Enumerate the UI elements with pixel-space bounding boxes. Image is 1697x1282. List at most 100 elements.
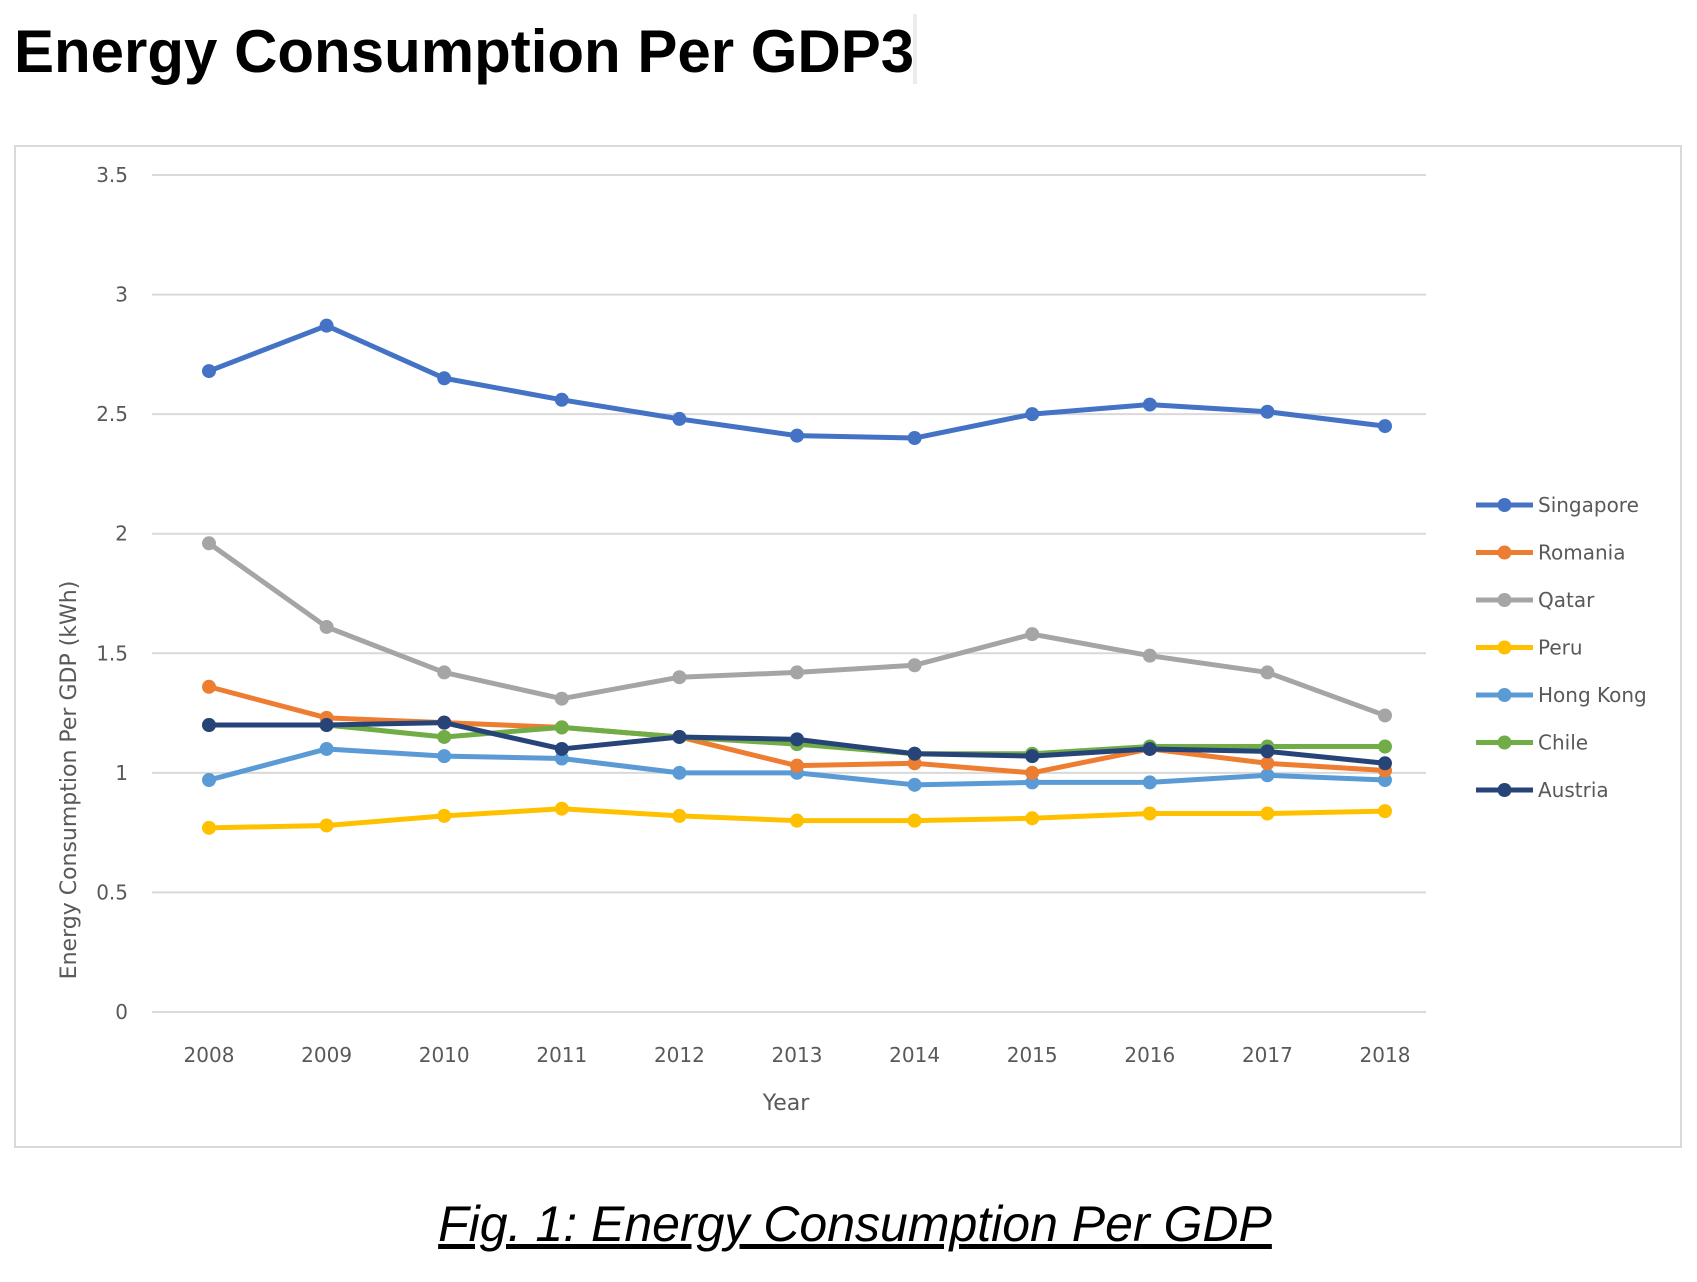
data-point-hong-kong xyxy=(907,777,922,792)
data-point-qatar xyxy=(1142,648,1157,663)
page-heading: Energy Consumption Per GDP3 xyxy=(14,18,915,85)
data-point-austria xyxy=(437,715,452,730)
data-point-peru xyxy=(1378,804,1392,819)
data-point-austria xyxy=(1025,749,1040,764)
data-point-hong-kong xyxy=(202,773,216,788)
data-point-chile xyxy=(1378,739,1392,754)
y-tick-label: 1 xyxy=(115,761,128,785)
series-singapore xyxy=(202,318,1392,446)
data-point-hong-kong xyxy=(437,749,452,764)
data-point-peru xyxy=(437,808,452,823)
data-point-peru xyxy=(202,820,216,835)
legend-item: Hong Kong xyxy=(1476,683,1647,707)
data-point-singapore xyxy=(319,318,334,333)
data-point-austria xyxy=(1260,744,1275,759)
x-tick-label: 2009 xyxy=(301,1043,352,1067)
legend-item: Qatar xyxy=(1476,588,1595,612)
x-axis-label: Year xyxy=(762,1091,811,1116)
series-line-singapore xyxy=(206,323,1388,441)
data-point-hong-kong xyxy=(1378,773,1392,788)
x-tick-label: 2015 xyxy=(1007,1043,1058,1067)
data-point-austria xyxy=(1142,741,1157,756)
data-point-hong-kong xyxy=(672,765,687,780)
data-point-singapore xyxy=(1260,404,1275,419)
data-point-qatar xyxy=(1260,665,1275,680)
legend-item: Peru xyxy=(1476,636,1583,660)
gridlines xyxy=(152,174,1426,1013)
data-point-peru xyxy=(1025,811,1040,826)
data-point-romania xyxy=(1025,765,1040,780)
series-qatar xyxy=(202,536,1392,723)
data-point-singapore xyxy=(1142,397,1157,412)
legend-marker xyxy=(1497,498,1512,512)
data-point-austria xyxy=(672,729,687,744)
data-point-peru xyxy=(1142,806,1157,821)
legend: Singapore Romania Qatar Peru Hong Kong Chile A… xyxy=(1476,493,1647,802)
data-point-singapore xyxy=(672,411,687,426)
x-tick-label: 2008 xyxy=(184,1043,235,1067)
data-point-singapore xyxy=(907,431,922,446)
legend-label: Singapore xyxy=(1538,493,1639,517)
series-peru xyxy=(202,801,1392,835)
data-point-austria xyxy=(1378,756,1392,771)
legend-label: Peru xyxy=(1538,636,1583,660)
legend-marker xyxy=(1497,688,1512,702)
series-austria xyxy=(202,715,1392,771)
data-point-chile xyxy=(554,720,569,735)
data-point-peru xyxy=(319,818,334,833)
data-point-peru xyxy=(672,808,687,823)
data-point-romania xyxy=(1260,756,1275,771)
x-tick-label: 2014 xyxy=(889,1043,940,1067)
data-point-singapore xyxy=(1378,419,1392,434)
data-point-austria xyxy=(554,741,569,756)
x-tick-label: 2010 xyxy=(419,1043,470,1067)
data-point-romania xyxy=(790,758,804,773)
legend-label: Hong Kong xyxy=(1538,683,1647,707)
data-point-qatar xyxy=(437,665,452,680)
data-point-hong-kong xyxy=(1260,768,1275,783)
data-point-peru xyxy=(1260,806,1275,821)
y-tick-label: 0.5 xyxy=(96,880,128,904)
data-point-singapore xyxy=(1025,407,1040,422)
text-cursor xyxy=(913,14,917,84)
data-point-romania xyxy=(202,679,216,694)
data-point-romania xyxy=(907,756,922,771)
chart-frame: 0 0.5 1 1.5 2 2.5 3 3.5 2008 2009 2010 2011 2012 201… xyxy=(14,145,1682,1148)
legend-marker xyxy=(1497,545,1512,560)
data-point-singapore xyxy=(437,371,452,386)
x-tick-label: 2018 xyxy=(1360,1043,1411,1067)
legend-item: Singapore xyxy=(1476,493,1639,517)
data-point-qatar xyxy=(672,670,687,685)
data-point-qatar xyxy=(319,619,334,634)
data-point-hong-kong xyxy=(1025,775,1040,790)
legend-marker xyxy=(1497,783,1512,797)
data-point-qatar xyxy=(554,691,569,706)
data-point-qatar xyxy=(790,665,804,680)
data-point-chile xyxy=(437,729,452,744)
data-point-qatar xyxy=(907,658,922,673)
data-point-qatar xyxy=(1025,627,1040,642)
data-point-singapore xyxy=(202,364,216,379)
data-point-qatar xyxy=(202,536,216,551)
y-tick-label: 2.5 xyxy=(96,402,128,426)
data-point-singapore xyxy=(790,428,804,443)
data-point-hong-kong xyxy=(554,751,569,766)
legend-item: Austria xyxy=(1476,778,1609,802)
y-tick-label: 0 xyxy=(115,1000,128,1024)
y-tick-label: 2 xyxy=(115,522,128,546)
x-tick-label: 2012 xyxy=(654,1043,705,1067)
legend-item: Chile xyxy=(1476,731,1588,755)
legend-marker xyxy=(1497,735,1512,750)
data-point-singapore xyxy=(554,392,569,407)
x-tick-label: 2013 xyxy=(772,1043,823,1067)
x-tick-label: 2016 xyxy=(1124,1043,1175,1067)
figure-caption: Fig. 1: Energy Consumption Per GDP xyxy=(438,1196,1272,1252)
legend-marker xyxy=(1497,593,1512,607)
data-point-peru xyxy=(790,813,804,828)
legend-item: Romania xyxy=(1476,541,1625,565)
legend-label: Qatar xyxy=(1538,588,1595,612)
x-tick-labels: 2008 2009 2010 2011 2012 2013 2014 2015 2016 2017… xyxy=(184,1043,1411,1067)
series-lines xyxy=(202,318,1392,835)
x-tick-label: 2011 xyxy=(536,1043,587,1067)
y-tick-labels: 0 0.5 1 1.5 2 2.5 3 3.5 xyxy=(96,163,128,1024)
